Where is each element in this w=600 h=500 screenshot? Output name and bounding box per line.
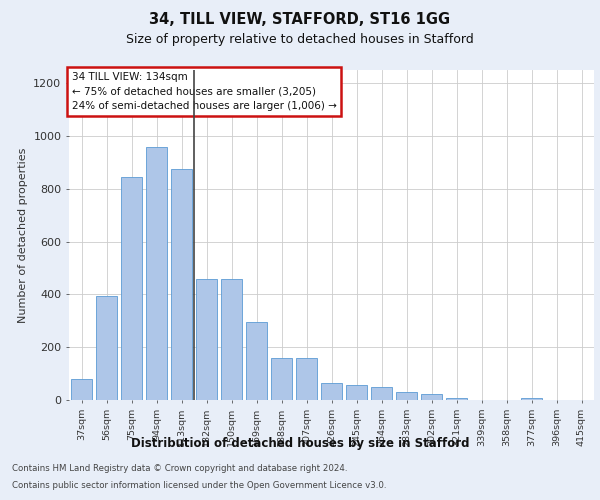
Text: 34, TILL VIEW, STAFFORD, ST16 1GG: 34, TILL VIEW, STAFFORD, ST16 1GG	[149, 12, 451, 28]
Bar	[521, 398, 542, 400]
Bar	[221, 278, 242, 400]
Text: 34 TILL VIEW: 134sqm
← 75% of detached houses are smaller (3,205)
24% of semi-de: 34 TILL VIEW: 134sqm ← 75% of detached h…	[71, 72, 337, 111]
Bar	[446, 398, 467, 400]
Bar	[371, 388, 392, 400]
Bar	[146, 146, 167, 400]
Bar	[396, 392, 417, 400]
Bar	[346, 386, 367, 400]
Bar	[196, 278, 217, 400]
Bar	[246, 322, 267, 400]
Text: Size of property relative to detached houses in Stafford: Size of property relative to detached ho…	[126, 32, 474, 46]
Bar	[171, 169, 192, 400]
Text: Contains HM Land Registry data © Crown copyright and database right 2024.: Contains HM Land Registry data © Crown c…	[12, 464, 347, 473]
Bar	[71, 379, 92, 400]
Bar	[96, 296, 117, 400]
Bar	[421, 394, 442, 400]
Bar	[321, 383, 342, 400]
Bar	[271, 358, 292, 400]
Bar	[121, 177, 142, 400]
Bar	[296, 358, 317, 400]
Text: Distribution of detached houses by size in Stafford: Distribution of detached houses by size …	[131, 438, 469, 450]
Text: Contains public sector information licensed under the Open Government Licence v3: Contains public sector information licen…	[12, 481, 386, 490]
Y-axis label: Number of detached properties: Number of detached properties	[17, 148, 28, 322]
